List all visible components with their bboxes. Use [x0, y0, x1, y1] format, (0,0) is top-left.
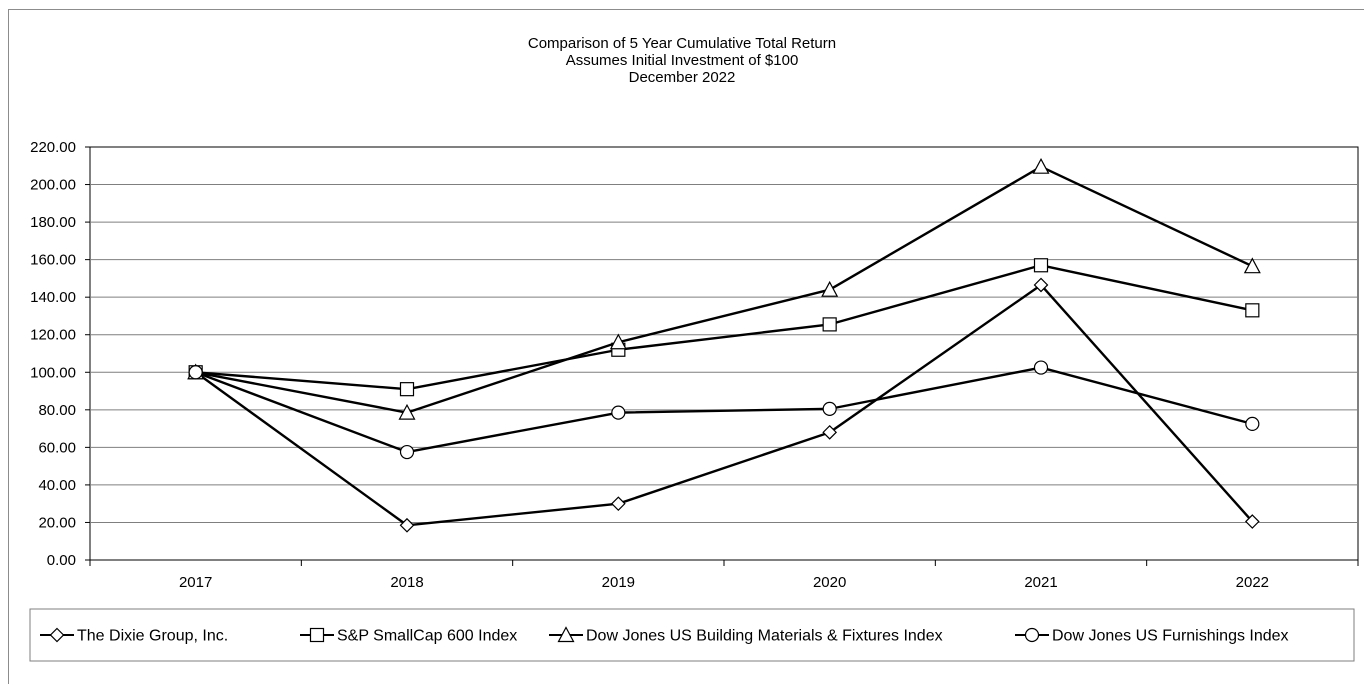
plot-area	[89, 146, 1359, 561]
data-point	[1033, 360, 1049, 375]
x-tick-label: 2019	[602, 574, 635, 591]
legend-label: The Dixie Group, Inc.	[77, 628, 228, 645]
series-line	[195, 165, 1253, 414]
data-point	[1033, 258, 1049, 273]
data-point	[821, 280, 839, 297]
legend-marker	[309, 627, 325, 643]
data-point	[822, 401, 837, 416]
y-tick-label: 180.00	[30, 214, 76, 231]
y-tick-label: 140.00	[30, 289, 76, 306]
data-point	[1245, 416, 1260, 431]
data-point	[1245, 303, 1260, 318]
y-tick-label: 60.00	[38, 439, 76, 456]
data-point	[188, 365, 203, 380]
y-tick-label: 0.00	[47, 552, 76, 569]
data-point	[822, 424, 838, 440]
data-point	[609, 333, 627, 350]
y-tick-label: 120.00	[30, 327, 76, 344]
chart-title: Comparison of 5 Year Cumulative Total Re…	[527, 35, 837, 52]
series-line	[195, 264, 1253, 391]
legend-item: Dow Jones US Building Materials & Fixtur…	[549, 626, 943, 645]
series-line	[195, 366, 1253, 454]
legend-marker	[49, 627, 65, 643]
chart-subtitle-2: December 2022	[628, 69, 736, 86]
y-tick-label: 100.00	[30, 364, 76, 381]
legend-box	[29, 608, 1355, 662]
x-tick-label: 2021	[1024, 574, 1057, 591]
x-tick-label: 2018	[390, 574, 423, 591]
data-point	[399, 444, 415, 460]
series-line	[194, 283, 1254, 527]
data-point	[398, 403, 416, 420]
data-point	[611, 405, 626, 420]
legend-item: The Dixie Group, Inc.	[40, 628, 228, 645]
data-point	[1244, 514, 1260, 529]
x-tick-label: 2017	[179, 574, 212, 591]
legend-label: Dow Jones US Building Materials & Fixtur…	[586, 628, 943, 645]
data-point	[399, 382, 415, 397]
legend-item: Dow Jones US Furnishings Index	[1015, 628, 1289, 645]
y-tick-label: 220.00	[30, 139, 76, 156]
x-tick-label: 2020	[813, 574, 846, 591]
chart-title-block: Comparison of 5 Year Cumulative Total Re…	[0, 35, 1364, 86]
data-point	[399, 517, 415, 533]
series-square	[188, 258, 1260, 397]
legend-marker	[557, 626, 575, 643]
legend-item: S&P SmallCap 600 Index	[300, 628, 517, 645]
chart-frame	[8, 9, 1364, 684]
legend-label: S&P SmallCap 600 Index	[337, 628, 517, 645]
chart-subtitle-1: Assumes Initial Investment of $100	[565, 52, 799, 69]
data-point	[610, 496, 626, 512]
legend-marker	[1024, 627, 1040, 643]
x-tick-label: 2022	[1236, 574, 1269, 591]
data-point	[822, 317, 837, 332]
y-tick-label: 40.00	[38, 477, 76, 494]
y-tick-label: 80.00	[38, 402, 76, 419]
series-circle	[188, 360, 1260, 460]
data-point	[1032, 157, 1050, 174]
data-point	[1033, 277, 1049, 293]
data-point	[1243, 257, 1261, 274]
y-tick-label: 200.00	[30, 177, 76, 194]
legend-label: Dow Jones US Furnishings Index	[1052, 628, 1289, 645]
y-tick-label: 160.00	[30, 252, 76, 269]
y-tick-label: 20.00	[38, 514, 76, 531]
